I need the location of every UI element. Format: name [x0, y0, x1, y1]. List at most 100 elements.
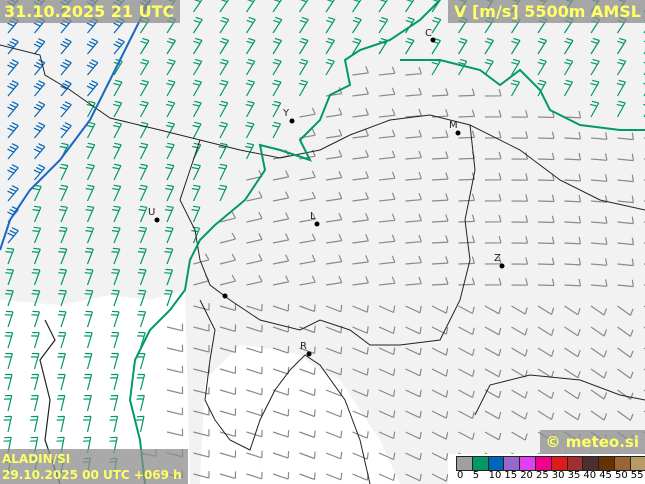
- wind-barb: [5, 247, 15, 265]
- legend-label: 55: [630, 470, 644, 481]
- wind-barb: [405, 171, 422, 181]
- wind-barb: [563, 37, 574, 55]
- city-dot-z: [499, 263, 505, 269]
- wind-barb: [166, 100, 176, 118]
- wind-barb: [298, 79, 309, 97]
- wind-barb: [590, 174, 608, 182]
- wind-barb: [246, 366, 263, 375]
- wind-barb: [537, 79, 547, 97]
- wind-barb: [563, 79, 574, 97]
- wind-barb: [30, 373, 40, 391]
- wind-barb: [110, 352, 119, 370]
- wind-barb: [58, 247, 68, 265]
- wind-barb: [84, 289, 94, 307]
- wind-barb: [537, 410, 555, 421]
- wind-barb: [325, 409, 343, 418]
- copyright-label: © meteo.si: [539, 430, 645, 454]
- wind-barb: [405, 213, 422, 223]
- wind-barb: [272, 388, 290, 396]
- wind-barb: [57, 331, 67, 349]
- wind-barb: [352, 66, 369, 76]
- wind-barb: [564, 368, 581, 379]
- wind-barb: [590, 58, 600, 76]
- wind-barb: [511, 305, 528, 315]
- wind-barb: [246, 408, 263, 417]
- wind-barb: [165, 205, 174, 223]
- wind-barb: [219, 471, 237, 479]
- wind-barb: [431, 16, 442, 34]
- wind-barb: [60, 38, 72, 55]
- wind-barb: [617, 410, 634, 421]
- wind-barb: [458, 389, 475, 399]
- wind-barb: [431, 368, 449, 377]
- wind-barb: [299, 191, 316, 202]
- wind-barb: [7, 227, 19, 244]
- wind-barb: [272, 254, 290, 265]
- border-line: [179, 124, 476, 346]
- wind-barb: [166, 323, 184, 332]
- wind-barb: [431, 277, 449, 286]
- wind-barb: [352, 0, 362, 13]
- wind-barb: [164, 226, 174, 244]
- wind-barb: [325, 0, 335, 13]
- city-label-r: R: [300, 341, 307, 352]
- wind-barb: [590, 100, 600, 118]
- wind-barb: [218, 121, 229, 139]
- wind-barb: [137, 289, 147, 307]
- wind-barb: [166, 365, 184, 374]
- wind-barb: [192, 58, 203, 76]
- wind-barb: [83, 415, 92, 433]
- wind-barb: [510, 37, 521, 55]
- wind-barb: [299, 472, 316, 481]
- wind-barb: [218, 163, 228, 181]
- city-dot-c: [430, 37, 436, 43]
- wind-barb: [617, 368, 634, 379]
- wind-barb: [378, 16, 389, 34]
- wind-barb: [431, 410, 449, 419]
- wind-barb: [60, 59, 72, 76]
- wind-barb: [378, 368, 396, 377]
- wind-barb: [138, 205, 148, 223]
- wind-barb: [33, 164, 46, 181]
- wind-barb: [484, 151, 502, 160]
- wind-barb: [7, 143, 19, 160]
- wind-barb: [84, 268, 94, 286]
- wind-barb: [137, 247, 147, 265]
- wind-barb: [30, 394, 39, 412]
- wind-barb: [219, 100, 229, 118]
- wind-barb: [457, 58, 468, 76]
- wind-barb: [484, 256, 502, 265]
- wind-barb: [57, 352, 66, 370]
- wind-barb: [484, 410, 502, 420]
- wind-barb: [31, 310, 41, 328]
- wind-barb: [299, 388, 316, 397]
- wind-barb: [325, 304, 343, 313]
- wind-barb: [617, 258, 634, 267]
- wind-barb: [511, 215, 529, 223]
- wind-barb: [109, 394, 119, 412]
- wind-barb: [378, 66, 396, 76]
- wind-barb: [616, 100, 626, 118]
- wind-barb: [352, 326, 369, 334]
- wind-barb: [299, 409, 316, 418]
- wind-barb: [511, 236, 529, 244]
- wind-barb: [378, 87, 396, 97]
- legend-swatch: [566, 456, 584, 471]
- wind-barb: [564, 278, 582, 287]
- wind-barb: [378, 452, 396, 461]
- wind-barb: [378, 347, 396, 356]
- wind-barb: [31, 247, 41, 265]
- wind-barb: [511, 110, 529, 118]
- wind-barb: [86, 38, 99, 55]
- wind-barb: [378, 389, 396, 398]
- wind-barb: [325, 472, 343, 481]
- wind-barb: [299, 304, 316, 313]
- wind-barb: [405, 431, 422, 440]
- wind-barb: [298, 16, 309, 34]
- wind-barb: [405, 150, 422, 160]
- wind-barb: [246, 191, 263, 202]
- wind-barb: [352, 129, 369, 139]
- wind-barb: [166, 58, 176, 76]
- wind-barb: [246, 450, 263, 459]
- wind-barb: [352, 171, 369, 181]
